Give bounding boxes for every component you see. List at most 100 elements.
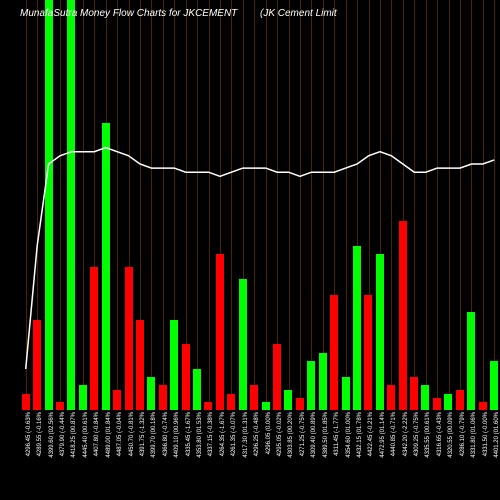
bar-slot <box>203 0 214 410</box>
bar <box>410 377 418 410</box>
bar <box>342 377 350 410</box>
x-label-slot: 4399.70 (00.18% <box>146 412 157 500</box>
x-label-slot: 4432.15 (01.78% <box>351 412 362 500</box>
x-label-slot: 4489.00 (01.84% <box>100 412 111 500</box>
bar <box>284 390 292 411</box>
x-label-slot: 4296.25 (-0.48% <box>248 412 259 500</box>
bar <box>296 398 304 410</box>
bar-slot <box>248 0 259 410</box>
bar-slot <box>168 0 179 410</box>
bar-slot <box>431 0 442 410</box>
bar-slot <box>328 0 339 410</box>
x-label-slot: 4261.35 (-0.07% <box>226 412 237 500</box>
bar <box>479 402 487 410</box>
x-label-slot: 4440.85 (-0.71% <box>386 412 397 500</box>
bars-container <box>20 0 500 410</box>
x-label-slot: 4353.80 (01.53% <box>191 412 202 500</box>
bar <box>307 361 315 410</box>
bar-slot <box>237 0 248 410</box>
bar <box>364 295 372 410</box>
bar-slot <box>134 0 145 410</box>
x-label-slot: 4335.55 (00.61% <box>420 412 431 500</box>
x-label-slot: 4342.20 (-2.22% <box>397 412 408 500</box>
chart-area <box>20 0 500 410</box>
x-label-slot: 4335.45 (-1.67% <box>180 412 191 500</box>
x-label-slot: 4317.30 (01.31% <box>237 412 248 500</box>
bar-slot <box>454 0 465 410</box>
x-label-slot: 4271.25 (-0.75% <box>294 412 305 500</box>
x-label-slot: 4286.10 (-0.79% <box>454 412 465 500</box>
x-label-slot: 4337.15 (-0.38% <box>203 412 214 500</box>
bar <box>147 377 155 410</box>
bar-slot <box>89 0 100 410</box>
bar <box>444 394 452 410</box>
bar <box>216 254 224 410</box>
x-label-slot: 4389.50 (01.85% <box>317 412 328 500</box>
bar <box>22 394 30 410</box>
bar-slot <box>157 0 168 410</box>
bar <box>250 385 258 410</box>
x-label-slot: 4450.70 (-0.81% <box>123 412 134 500</box>
x-label-slot: 4354.60 (01.00% <box>340 412 351 500</box>
bar-slot <box>443 0 454 410</box>
x-label-slot: 4422.45 (-0.21% <box>363 412 374 500</box>
bar <box>239 279 247 410</box>
bar <box>376 254 384 410</box>
x-label-slot: 4295.05 (-0.02% <box>271 412 282 500</box>
bar-slot <box>111 0 122 410</box>
bar <box>79 385 87 410</box>
bar <box>467 312 475 410</box>
bar-slot <box>488 0 499 410</box>
bar-slot <box>20 0 31 410</box>
chart-title: MunafaSutra Money Flow Charts for JKCEME… <box>20 8 237 19</box>
bar <box>273 344 281 410</box>
bar-slot <box>408 0 419 410</box>
bar <box>387 385 395 410</box>
x-label-slot: 4303.85 (00.20% <box>283 412 294 500</box>
bar-slot <box>66 0 77 410</box>
x-label-slot: 4289.55 (-0.16% <box>31 412 42 500</box>
bar <box>399 221 407 410</box>
bar <box>319 353 327 410</box>
bar-slot <box>54 0 65 410</box>
x-label-slot: 4407.80 (-0.84% <box>89 412 100 500</box>
x-label-slot: 4418.25 (00.87% <box>66 412 77 500</box>
x-label-slot: 4320.55 (00.09% <box>443 412 454 500</box>
bar <box>113 390 121 411</box>
x-label-slot: 4391.75 (-1.32% <box>134 412 145 500</box>
bar-slot <box>100 0 111 410</box>
bar-slot <box>283 0 294 410</box>
bar-slot <box>214 0 225 410</box>
bar-slot <box>340 0 351 410</box>
bar-slot <box>146 0 157 410</box>
bar <box>353 246 361 410</box>
bar-slot <box>226 0 237 410</box>
bar-slot <box>77 0 88 410</box>
bar-slot <box>351 0 362 410</box>
x-axis-label: 4401.20 (01.60% <box>494 412 500 458</box>
chart-subtitle: (JK Cement Limit <box>260 8 337 19</box>
bar-slot <box>397 0 408 410</box>
bar-slot <box>386 0 397 410</box>
x-label-slot: 4401.20 (01.60% <box>488 412 499 500</box>
bar <box>262 402 270 410</box>
bar <box>102 123 110 410</box>
bar-slot <box>271 0 282 410</box>
bar-slot <box>477 0 488 410</box>
x-label-slot: 4409.10 (00.96% <box>168 412 179 500</box>
x-label-slot: 4366.80 (-0.74% <box>157 412 168 500</box>
bar-slot <box>260 0 271 410</box>
bar <box>136 320 144 410</box>
bar-slot <box>294 0 305 410</box>
x-label-slot: 4264.35 (-1.67% <box>214 412 225 500</box>
x-label-slot: 4487.05 (-0.04% <box>111 412 122 500</box>
bar <box>56 402 64 410</box>
x-label-slot: 4379.90 (-0.44% <box>54 412 65 500</box>
bar-slot <box>306 0 317 410</box>
bar <box>125 267 133 411</box>
bar <box>204 402 212 410</box>
bar-slot <box>43 0 54 410</box>
bar <box>45 0 53 410</box>
bar <box>67 0 75 410</box>
x-axis-labels: 4296.45 (-0.63%4289.55 (-0.16%4399.60 (0… <box>20 412 500 500</box>
